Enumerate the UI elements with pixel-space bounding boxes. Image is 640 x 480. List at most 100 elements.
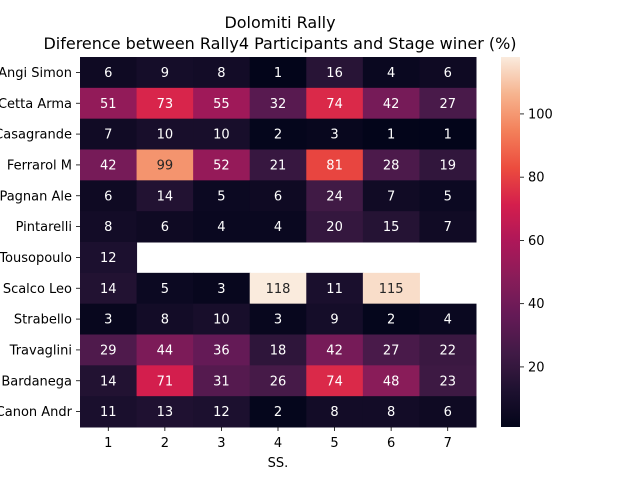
x-tick-label: 4 [274, 436, 282, 451]
cell-value-label: 22 [439, 343, 456, 358]
heatmap-cell [80, 365, 138, 397]
heatmap-cell [306, 180, 364, 212]
heatmap-cell [249, 365, 307, 397]
cell-value-label: 15 [383, 220, 400, 235]
heatmap-cell [80, 272, 138, 305]
heatmap-cell [193, 272, 251, 305]
cell-value-label: 3 [274, 313, 282, 328]
heatmap-cell [193, 365, 251, 397]
cell-value-label: 27 [383, 343, 400, 358]
heatmap-cell [419, 118, 477, 150]
cell-value-label: 74 [326, 374, 343, 389]
heatmap-cell [249, 211, 307, 243]
cell-value-label: 21 [270, 158, 287, 173]
cell-value-label: 20 [326, 220, 343, 235]
heatmap-cell [362, 211, 420, 243]
cell-value-label: 14 [100, 374, 117, 389]
colorbar-tick-label: 100 [528, 107, 553, 122]
heatmap-cell [306, 57, 364, 89]
heatmap-cell [419, 180, 477, 212]
heatmap-cell [419, 149, 477, 181]
cell-value-label: 10 [213, 313, 230, 328]
y-tick-label: Pagnan Ale [0, 189, 72, 204]
heatmap-cell [306, 303, 364, 335]
y-tick-label: Pintarelli [16, 220, 72, 235]
cell-value-label: 44 [157, 343, 174, 358]
heatmap-cell [136, 396, 194, 428]
cell-value-label: 24 [326, 189, 343, 204]
heatmap-cell [80, 118, 138, 150]
cell-value-label: 55 [213, 97, 230, 112]
heatmap-cell [306, 396, 364, 428]
heatmap-cell [362, 57, 420, 89]
cell-value-label: 51 [100, 97, 117, 112]
x-tick-label: 1 [104, 436, 112, 451]
cell-value-label: 99 [157, 158, 174, 173]
cell-value-label: 1 [274, 66, 282, 81]
x-tick-label: 2 [161, 436, 169, 451]
cell-value-label: 9 [330, 313, 338, 328]
heatmap-cell [362, 118, 420, 150]
heatmap-cell [306, 87, 364, 120]
cell-value-label: 12 [100, 251, 117, 266]
cell-value-label: 18 [270, 343, 287, 358]
cell-value-label: 23 [439, 374, 456, 389]
heatmap-cell [136, 211, 194, 243]
heatmap-cell [419, 211, 477, 243]
cell-value-label: 32 [270, 97, 287, 112]
cell-value-label: 73 [157, 97, 174, 112]
cell-value-label: 1 [387, 128, 395, 143]
heatmap-cell [80, 87, 138, 120]
heatmap-cell [80, 396, 138, 428]
cell-value-label: 19 [439, 158, 456, 173]
cell-value-label: 52 [213, 158, 230, 173]
heatmap-cell [193, 211, 251, 243]
cell-value-label: 11 [326, 282, 343, 297]
cell-value-label: 4 [387, 66, 395, 81]
y-tick-label: Casagrande [0, 128, 72, 143]
x-tick-label: 5 [330, 436, 338, 451]
heatmap-cell [80, 57, 138, 89]
heatmap-cell [306, 365, 364, 397]
heatmap-cell [249, 149, 307, 181]
cell-value-label: 3 [104, 313, 112, 328]
cell-value-label: 6 [444, 66, 452, 81]
cell-value-label: 6 [104, 66, 112, 81]
cell-value-label: 6 [274, 189, 282, 204]
heatmap-cell [80, 211, 138, 243]
cell-value-label: 3 [330, 128, 338, 143]
cell-value-label: 28 [383, 158, 400, 173]
heatmap-cell [306, 334, 364, 366]
cell-value-label: 2 [274, 128, 282, 143]
heatmap-cell [362, 396, 420, 428]
y-tick-label: Ferrarol M [7, 158, 72, 173]
cell-value-label: 2 [387, 313, 395, 328]
x-tick-label: 7 [444, 436, 452, 451]
colorbar-gradient [501, 57, 520, 427]
heatmap-cell [306, 272, 364, 305]
heatmap-cell [306, 149, 364, 181]
cell-value-label: 7 [104, 128, 112, 143]
heatmap-cell [306, 118, 364, 150]
heatmap-cell [362, 87, 420, 120]
y-tick-label: Tousopoulo [0, 251, 72, 266]
cell-value-label: 5 [444, 189, 452, 204]
cell-value-label: 6 [161, 220, 169, 235]
heatmap-cell [80, 180, 138, 212]
cell-value-label: 10 [157, 128, 174, 143]
heatmap-cell [249, 303, 307, 335]
cell-value-label: 14 [157, 189, 174, 204]
y-tick-label: Strabello [14, 313, 72, 328]
heatmap-cell [419, 87, 477, 120]
cell-value-label: 4 [274, 220, 282, 235]
heatmap-cell [193, 396, 251, 428]
heatmap-cell [80, 334, 138, 366]
colorbar-tick-label: 20 [528, 360, 545, 375]
colorbar: 20 40 60 80 100 [501, 57, 553, 427]
cell-value-label: 26 [270, 374, 287, 389]
y-tick-label: Scalco Leo [3, 282, 72, 297]
y-tick-label: Travaglini [9, 343, 72, 358]
heatmap-cell [193, 118, 251, 150]
cell-value-label: 3 [217, 282, 225, 297]
